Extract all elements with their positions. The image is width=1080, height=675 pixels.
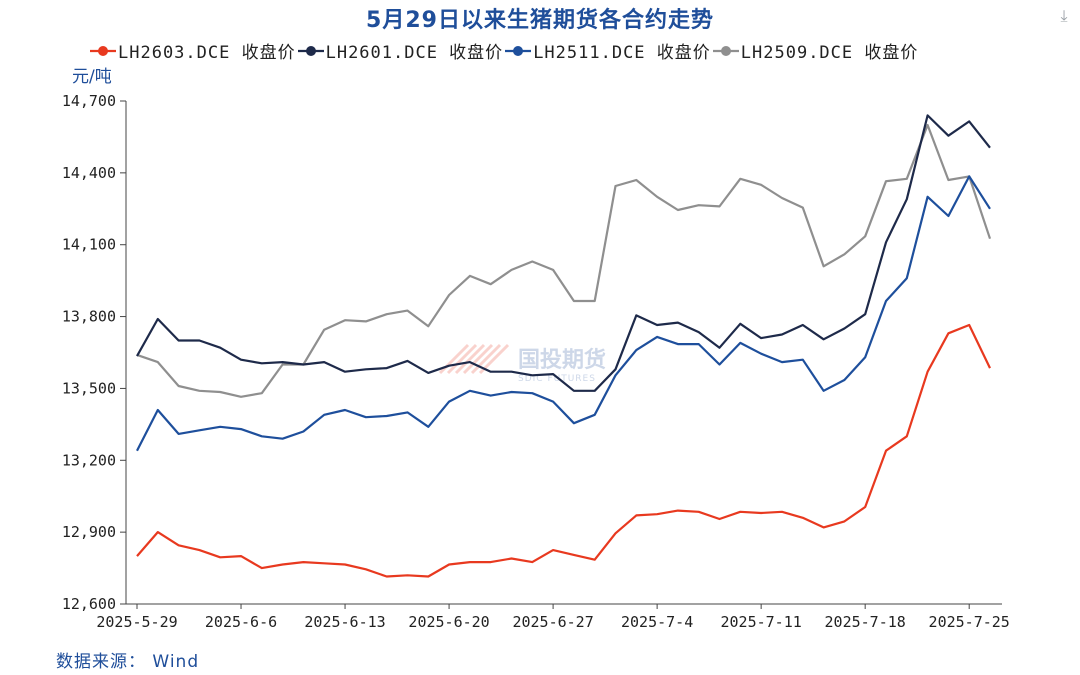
y-tick-label: 13,500	[62, 379, 116, 397]
watermark-logo: 国投期货 SDIC FUTURES	[438, 343, 606, 384]
watermark-cn: 国投期货	[518, 347, 606, 373]
y-tick-label: 13,800	[62, 308, 116, 326]
chart-title: 5月29日以来生猪期货各合约走势	[366, 8, 714, 33]
y-axis-unit: 元/吨	[72, 67, 112, 87]
legend-item-lh2509[interactable]: LH2509.DCE 收盘价	[711, 38, 919, 63]
legend-marker-icon	[297, 45, 324, 56]
y-tick-label: 13,200	[62, 451, 116, 469]
legend-marker-icon	[505, 45, 532, 56]
series-line-lh2601	[136, 114, 991, 392]
legend-item-lh2603[interactable]: LH2603.DCE 收盘价	[88, 38, 296, 63]
series-line-lh2511	[136, 175, 991, 452]
data-source: 数据来源： Wind	[56, 652, 200, 672]
legend-label: LH2603.DCE 收盘价	[118, 43, 296, 63]
y-tick-label: 14,700	[62, 92, 116, 110]
x-tick-label: 2025-6-20	[408, 613, 489, 631]
y-tick-label: 14,400	[62, 164, 116, 182]
legend-label: LH2601.DCE 收盘价	[325, 43, 504, 63]
x-tick-label: 2025-6-13	[304, 613, 385, 631]
x-tick-label: 2025-6-27	[512, 613, 593, 631]
y-tick-label: 12,900	[62, 523, 116, 541]
legend-marker-icon	[90, 45, 116, 56]
legend-label: LH2509.DCE 收盘价	[740, 43, 919, 63]
x-tick-label: 2025-6-6	[205, 613, 277, 631]
watermark-en: SDIC FUTURES	[518, 374, 596, 384]
series-line-lh2603	[136, 323, 991, 578]
series-line-lh2509	[136, 123, 992, 398]
x-tick-label: 2025-7-18	[825, 613, 906, 631]
x-tick-label: 2025-7-4	[621, 613, 693, 631]
x-tick-label: 2025-7-11	[721, 613, 802, 631]
y-tick-label: 12,600	[62, 595, 116, 613]
legend-label: LH2511.DCE 收盘价	[533, 43, 711, 63]
legend: LH2603.DCE 收盘价 LH2601.DCE 收盘价 LH2511.DCE 收…	[88, 38, 918, 64]
download-icon[interactable]: ⤓	[1060, 6, 1068, 25]
legend-item-lh2511[interactable]: LH2511.DCE 收盘价	[503, 38, 711, 63]
x-tick-label: 2025-7-25	[929, 613, 1010, 631]
legend-item-lh2601[interactable]: LH2601.DCE 收盘价	[296, 38, 504, 63]
y-tick-label: 14,100	[62, 236, 116, 254]
legend-marker-icon	[712, 45, 739, 56]
x-tick-label: 2025-5-29	[96, 613, 177, 631]
